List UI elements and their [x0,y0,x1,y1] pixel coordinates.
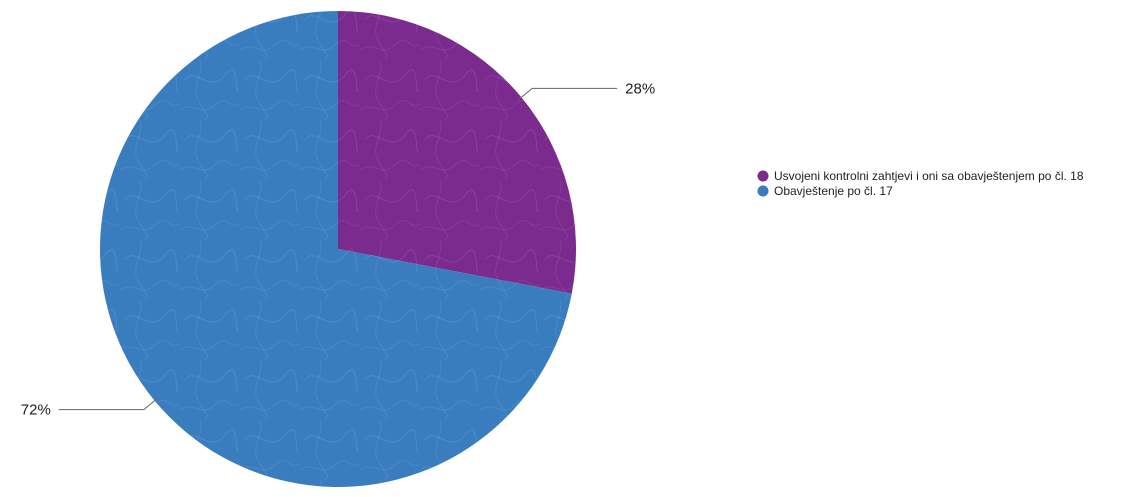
legend: Usvojeni kontrolni zahtjevi i oni sa oba… [757,169,1084,198]
leader-line [517,87,618,101]
pie-slice[interactable] [338,11,576,294]
legend-item[interactable]: Usvojeni kontrolni zahtjevi i oni sa oba… [757,169,1084,183]
pie-data-labels: 28% 72% [21,80,655,418]
pie-slice[interactable] [100,11,572,487]
legend-label: Usvojeni kontrolni zahtjevi i oni sa oba… [774,169,1084,183]
slice-percent-label: 72% [21,402,51,419]
pie-slices [100,11,576,487]
legend-label: Obavještenje po čl. 17 [774,184,893,198]
leader-line [58,397,159,411]
slice-percent-label: 28% [625,80,655,97]
legend-item[interactable]: Obavještenje po čl. 17 [757,184,894,198]
legend-swatch [757,185,769,197]
legend-swatch [757,170,769,182]
